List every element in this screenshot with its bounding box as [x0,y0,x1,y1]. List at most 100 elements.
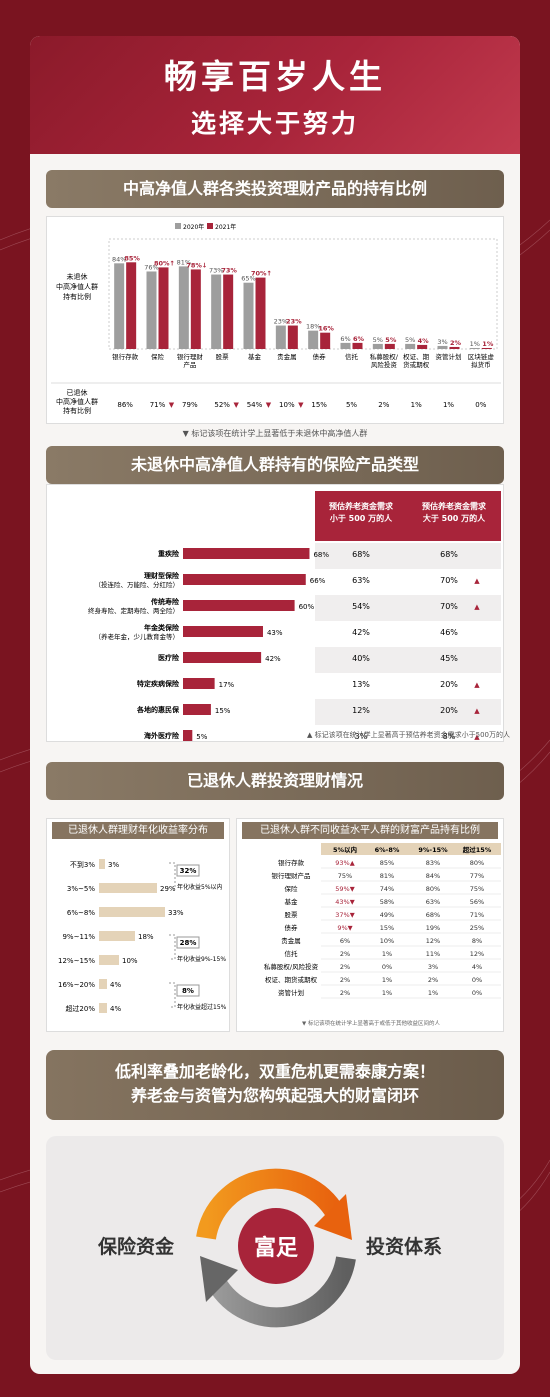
section3-footnote: ▼ 标记该项在统计学上显著高于或低于其他收益区间的人 [302,1019,440,1027]
bar-2020 [372,343,383,349]
return-bar [99,883,157,893]
section2-banner: 未退休中高净值人群持有的保险产品类型 [46,446,504,484]
group-bracket [169,934,176,960]
table-cell: 1% [382,950,392,958]
return-range-label: 3%~5% [67,885,95,893]
return-distribution-panel: 不到3% 3% 3%~5% 29% 6%~8% 33% 9%~11% 18% 12%~15% 10… [46,818,230,1032]
table-cell: 2% [340,989,350,997]
bar-2020-label: 23% [274,318,288,326]
table-cell: 75% [470,885,484,893]
table-row-label: 银行存款 [278,858,305,867]
table-cell: 37%▼ [335,911,354,919]
table-cell-lt500: 63% [352,576,370,585]
retired-down-marker: ▼ [233,401,239,409]
table-row-label: 基金 [285,897,299,906]
x-tick-label: 信托 [345,352,359,361]
table-cell: 77% [470,872,484,880]
x-tick-label: 基金 [248,352,262,361]
up-marker: ▲ [474,603,480,611]
table-col-header: 大于 500 万的人 [423,513,486,523]
retired-value: 0% [475,401,486,409]
bar-2020 [211,274,222,349]
holding-ratio-chart: 2020年 2021年未退休中高净值人群持有比例84%85%银行存款86%76%8… [51,223,501,415]
legend-swatch-2020 [175,223,181,229]
bar-2021 [126,262,137,349]
table-cell: 8% [472,937,482,945]
x-tick-label: 银行存款 [112,352,138,361]
section3-banner: 已退休人群投资理财情况 [46,762,504,800]
table-row-bg [315,647,501,673]
group-bracket [169,982,176,1008]
retired-value: 1% [443,401,454,409]
wealth-holding-table: 5%以内 6%-8% 9%-15% 超过15% 银行存款 93%▲ 85% 83% 80% 银行理… [264,843,501,1027]
retired-value: 79% [182,401,198,409]
group-value: 8% [182,987,194,995]
table-col-header: 超过15% [462,845,492,854]
x-tick-label: 产品 [183,360,196,369]
bar-2020 [114,263,125,349]
up-marker: ▲ [474,733,480,741]
return-bar-label: 18% [138,933,154,941]
table-row-label: 股票 [285,911,299,919]
bar-2021-label: 4% [418,337,430,345]
return-range-label: 6%~8% [67,909,95,917]
retired-value: 15% [311,401,327,409]
insurance-bar-label: 60% [299,603,315,611]
abundance-label: 富足 [253,1236,298,1261]
bar-2020-label: 73% [209,267,223,275]
bar-2021-label: 16% [318,325,334,333]
bar-2020 [275,325,286,349]
retired-value: 1% [411,401,422,409]
retired-value: 71% [150,401,166,409]
table-cell: 59%▼ [335,885,354,893]
insurance-bar-label: 17% [219,681,235,689]
table-cell: 56% [470,898,484,906]
group-badge [176,984,200,997]
return-range-label: 16%~20% [58,981,95,989]
table-cell-lt500: 40% [352,654,370,663]
table-cell: 10% [380,937,394,945]
bar-2021-label: 70%↑ [251,270,272,278]
x-tick-label: 区块链虚 [468,352,495,361]
bar-2021-label: 2% [450,339,462,347]
table-cell: 3% [428,963,438,971]
table-cell: 81% [380,872,394,880]
table-cell: 2% [428,976,438,984]
table-row-bg [315,699,501,725]
insurance-bar-label: 42% [265,655,281,663]
investment-system-label: 投资体系 [366,1236,443,1258]
table-row-label: 私募股权/风险投资 [264,962,319,971]
return-distribution-title: 已退休人群理财年化收益率分布 [52,822,224,839]
table-cell: 1% [428,989,438,997]
bar-2020-label: 1% [470,340,480,348]
retired-value: 2% [378,401,389,409]
legend-swatch-2021 [207,223,213,229]
table-cell-gt500: 20% [440,680,458,689]
table-cell-gt500: 20% [440,706,458,715]
table-cell: 0% [472,989,482,997]
y-axis-label-line: 未退休 [67,272,88,281]
insurance-bar [183,574,306,585]
return-bar [99,907,165,917]
return-bar [99,859,105,869]
return-bar-label: 4% [110,1005,121,1013]
table-cell: 58% [380,898,394,906]
x-tick-label: 货或期权 [403,360,430,369]
bar-2020 [178,266,189,349]
category-note: （投连险、万能险、分红险） [95,580,180,589]
x-tick-label: 银行理财 [177,352,204,361]
wealth-cycle-diagram: 保险资金 富足 投资体系 [46,1136,504,1360]
table-row-bg [315,543,501,569]
poster-card: 畅享百岁人生 选择大于努力 中高净值人群各类投资理财产品的持有比例 2020年 2… [30,36,520,1374]
bar-2020-label: 65% [241,275,255,283]
legend-label-2020: 2020年 [183,223,204,231]
return-bar [99,931,135,941]
table-row-label: 权证、期货或期权 [265,975,318,984]
x-tick-label: 债券 [313,352,327,361]
category-label: 各地的惠民保 [136,705,180,714]
table-col-header: 9%-15% [418,846,448,854]
table-cell: 1% [382,976,392,984]
bar-2020-label: 6% [340,335,350,343]
bar-2020-label: 3% [437,338,447,346]
page-title: 畅享百岁人生 [164,57,386,96]
